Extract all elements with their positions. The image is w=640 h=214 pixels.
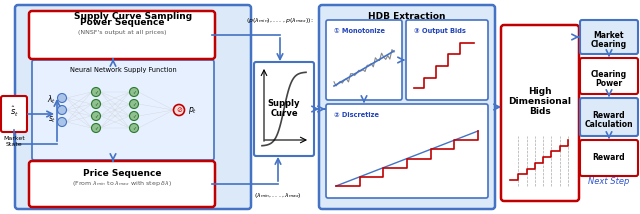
Text: ✓: ✓ <box>132 89 136 95</box>
Text: Power: Power <box>595 79 623 88</box>
FancyBboxPatch shape <box>29 11 215 59</box>
Text: ② Discretize: ② Discretize <box>334 112 379 118</box>
Text: $s_t$: $s_t$ <box>48 115 56 125</box>
FancyBboxPatch shape <box>29 161 215 207</box>
Circle shape <box>58 94 67 103</box>
FancyBboxPatch shape <box>326 20 402 100</box>
Text: ✓: ✓ <box>132 113 136 119</box>
Text: Power Sequence: Power Sequence <box>80 18 164 27</box>
FancyBboxPatch shape <box>501 25 579 201</box>
Circle shape <box>173 104 184 116</box>
Text: Neural Network Supply Function: Neural Network Supply Function <box>70 67 177 73</box>
Text: (From $\lambda_{min}$ to $\lambda_{max}$ with step $\delta\lambda$): (From $\lambda_{min}$ to $\lambda_{max}$… <box>72 180 172 189</box>
Text: ✓: ✓ <box>94 125 98 131</box>
Text: Clearing: Clearing <box>591 70 627 79</box>
Text: Next Step: Next Step <box>588 177 630 186</box>
Text: Reward: Reward <box>593 153 625 162</box>
Text: ✓: ✓ <box>132 101 136 107</box>
Text: ⊘: ⊘ <box>176 107 182 113</box>
FancyBboxPatch shape <box>15 5 251 209</box>
FancyBboxPatch shape <box>32 60 214 160</box>
Text: Market: Market <box>594 31 624 40</box>
Circle shape <box>92 88 100 97</box>
Text: Supply: Supply <box>268 98 300 107</box>
Text: High: High <box>528 86 552 95</box>
FancyBboxPatch shape <box>326 104 488 198</box>
Text: State: State <box>6 141 22 147</box>
Circle shape <box>92 123 100 132</box>
Circle shape <box>58 106 67 114</box>
Text: ③ Output Bids: ③ Output Bids <box>414 28 466 34</box>
FancyBboxPatch shape <box>319 5 495 209</box>
Text: Dimensional: Dimensional <box>509 97 572 106</box>
Text: ① Monotonize: ① Monotonize <box>334 28 385 34</box>
Circle shape <box>92 100 100 108</box>
Text: $(p(\lambda_{min}),...,p(\lambda_{max}))$:: $(p(\lambda_{min}),...,p(\lambda_{max}))… <box>246 15 314 24</box>
Text: ✓: ✓ <box>94 101 98 107</box>
Text: (NNSF's output at all prices): (NNSF's output at all prices) <box>77 30 166 34</box>
Circle shape <box>58 117 67 126</box>
FancyBboxPatch shape <box>580 58 638 94</box>
Text: Clearing: Clearing <box>591 40 627 49</box>
Text: Market: Market <box>3 135 25 141</box>
Text: ✓: ✓ <box>94 113 98 119</box>
FancyBboxPatch shape <box>580 20 638 54</box>
Text: $p_t$: $p_t$ <box>188 104 197 116</box>
Text: $\lambda_t$: $\lambda_t$ <box>47 94 56 106</box>
Text: Reward: Reward <box>593 110 625 119</box>
Text: Calculation: Calculation <box>585 119 634 128</box>
FancyBboxPatch shape <box>1 96 27 132</box>
Text: Price Sequence: Price Sequence <box>83 169 161 178</box>
FancyBboxPatch shape <box>580 98 638 136</box>
Circle shape <box>92 111 100 120</box>
Text: $(\lambda_{min},...,\lambda_{max})$: $(\lambda_{min},...,\lambda_{max})$ <box>254 192 302 201</box>
FancyBboxPatch shape <box>406 20 488 100</box>
Text: Bids: Bids <box>529 107 551 116</box>
Text: Curve: Curve <box>270 108 298 117</box>
Text: $\hat{s}_t$: $\hat{s}_t$ <box>10 105 19 119</box>
FancyBboxPatch shape <box>254 62 314 156</box>
Circle shape <box>129 111 138 120</box>
Text: ✓: ✓ <box>132 125 136 131</box>
Text: HDB Extraction: HDB Extraction <box>368 12 445 21</box>
Text: ✓: ✓ <box>94 89 98 95</box>
Circle shape <box>129 123 138 132</box>
Circle shape <box>129 100 138 108</box>
Text: Supply Curve Sampling: Supply Curve Sampling <box>74 12 192 21</box>
Circle shape <box>129 88 138 97</box>
FancyBboxPatch shape <box>580 140 638 176</box>
